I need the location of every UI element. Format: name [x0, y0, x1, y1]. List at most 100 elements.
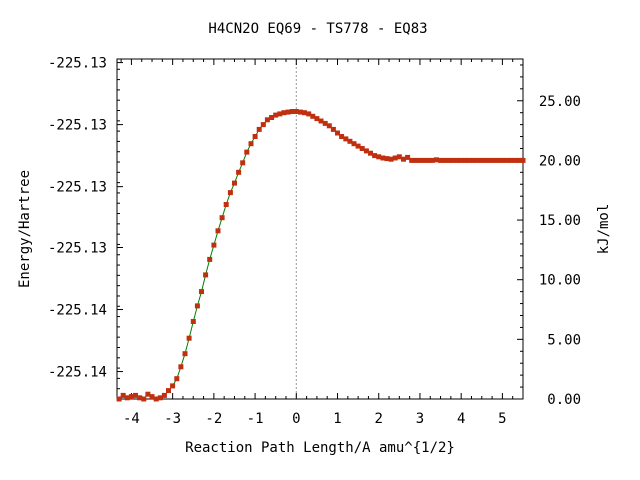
data-point	[438, 157, 444, 163]
data-point	[149, 394, 155, 400]
data-point	[203, 272, 209, 278]
data-point	[429, 157, 435, 163]
data-point	[269, 115, 275, 120]
y-tick-label: -225.13	[48, 180, 107, 196]
x-tick-label: 5	[498, 411, 506, 427]
data-point	[368, 150, 373, 156]
data-point	[355, 143, 361, 149]
plot-frame	[116, 58, 524, 400]
y-axis-label: Energy/Hartree	[17, 170, 33, 288]
data-point	[343, 136, 349, 142]
y-tick-label: -225.13	[48, 118, 107, 134]
data-point	[170, 383, 176, 389]
data-point	[248, 141, 254, 147]
data-point	[347, 138, 353, 144]
data-point	[310, 113, 316, 119]
data-point	[223, 202, 229, 207]
data-point	[388, 156, 394, 162]
data-point	[293, 109, 299, 114]
x-tick-label: 3	[416, 411, 424, 427]
data-point	[219, 215, 225, 221]
chart-title: H4CN2O EQ69 - TS778 - EQ83	[208, 21, 427, 37]
x-tick-label: 2	[375, 411, 383, 427]
data-point	[487, 157, 493, 163]
data-point	[124, 395, 130, 401]
x-tick-label: 1	[333, 411, 341, 427]
data-point	[215, 228, 221, 234]
data-point	[289, 109, 295, 114]
data-point	[454, 157, 460, 163]
data-point	[256, 126, 262, 132]
y2-tick-label: 15.00	[539, 213, 581, 229]
data-point	[446, 157, 452, 163]
data-point	[277, 111, 283, 117]
y2-axis-label: kJ/mol	[596, 204, 612, 255]
data-point	[499, 157, 505, 163]
data-point	[359, 146, 365, 151]
data-point	[199, 289, 204, 295]
data-point	[306, 111, 312, 117]
data-point	[442, 157, 448, 163]
x-tick-label: -4	[123, 411, 140, 427]
x-tick-label: -3	[164, 411, 181, 427]
data-point	[495, 157, 501, 163]
data-point	[520, 157, 526, 163]
data-point	[380, 155, 386, 161]
data-point	[508, 157, 514, 163]
data-point	[314, 116, 320, 122]
series-line	[118, 111, 523, 400]
data-point	[409, 157, 415, 163]
data-point	[363, 148, 369, 154]
data-point	[384, 156, 390, 162]
data-point	[433, 157, 439, 163]
data-point	[483, 157, 489, 163]
data-point	[157, 395, 163, 401]
data-point	[194, 303, 200, 309]
data-point	[479, 157, 485, 163]
x-axis: -4 -3 -2 -1 0 1 2 3 4 5	[120, 59, 524, 427]
data-point	[376, 154, 382, 160]
data-point	[335, 130, 340, 136]
data-point	[116, 396, 122, 402]
data-point	[372, 153, 378, 159]
data-point	[174, 376, 180, 382]
data-point	[475, 157, 481, 163]
x-tick-label: 4	[457, 411, 465, 427]
data-points	[116, 109, 526, 402]
x-axis-label: Reaction Path Length/A amu^{1/2}	[185, 440, 455, 456]
data-point	[297, 109, 303, 115]
y2-tick-label: 10.00	[539, 273, 581, 289]
y-tick-label: -225.13	[48, 240, 107, 256]
data-point	[227, 190, 233, 196]
x-tick-label: 0	[292, 411, 300, 427]
y-tick-label: -225.14	[48, 365, 107, 381]
data-point	[425, 157, 431, 163]
y2-tick-label: 25.00	[539, 94, 581, 110]
data-point	[161, 392, 167, 398]
data-point	[318, 118, 324, 124]
data-point	[190, 319, 196, 324]
data-point	[466, 157, 472, 163]
data-point	[392, 155, 398, 161]
data-point	[145, 391, 151, 397]
data-point	[471, 157, 476, 163]
data-point	[207, 256, 213, 262]
data-point	[322, 120, 328, 126]
data-point	[273, 112, 279, 118]
data-point	[396, 154, 402, 160]
data-point	[417, 157, 423, 163]
data-point	[504, 157, 509, 163]
data-point	[133, 392, 138, 398]
y2-tick-label: 20.00	[539, 153, 581, 169]
data-point	[326, 123, 332, 129]
data-point	[252, 134, 258, 139]
data-point	[141, 396, 147, 402]
data-point	[178, 364, 184, 370]
data-point	[512, 157, 518, 163]
data-point	[405, 154, 411, 160]
data-point	[281, 110, 287, 116]
y-tick-label: -225.14	[48, 303, 107, 319]
data-point	[339, 134, 345, 139]
data-point	[137, 395, 143, 401]
